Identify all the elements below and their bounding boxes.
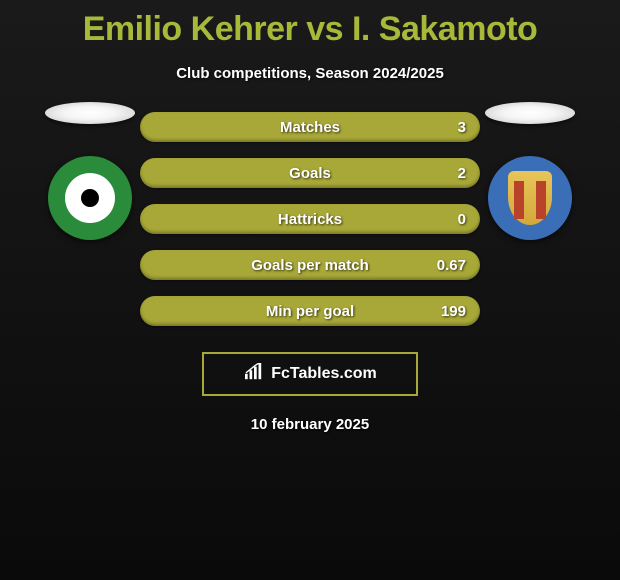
- stat-bar-min-per-goal: Min per goal 199: [140, 296, 480, 326]
- stat-value: 0: [458, 211, 466, 228]
- player-right-column: [480, 102, 580, 240]
- club-right-logo: [488, 156, 572, 240]
- player-left-placeholder: [45, 102, 135, 124]
- stat-label: Hattricks: [278, 211, 342, 228]
- stat-value: 2: [458, 165, 466, 182]
- stat-label: Goals per match: [251, 257, 369, 274]
- player-left-column: [40, 102, 140, 240]
- stat-value: 199: [441, 303, 466, 320]
- page-title: Emilio Kehrer vs I. Sakamoto: [0, 0, 620, 49]
- comparison-panel: Matches 3 Goals 2 Hattricks 0 Goals per …: [0, 112, 620, 326]
- stat-label: Min per goal: [266, 303, 354, 320]
- stat-bar-hattricks: Hattricks 0: [140, 204, 480, 234]
- stat-bars: Matches 3 Goals 2 Hattricks 0 Goals per …: [140, 112, 480, 326]
- stat-label: Matches: [280, 119, 340, 136]
- club-right-stripe: [536, 181, 546, 219]
- date-label: 10 february 2025: [0, 416, 620, 433]
- stat-value: 3: [458, 119, 466, 136]
- club-right-shield: [508, 171, 552, 225]
- stat-label: Goals: [289, 165, 331, 182]
- bar-chart-icon: [243, 363, 265, 386]
- stat-value: 0.67: [437, 257, 466, 274]
- player-right-placeholder: [485, 102, 575, 124]
- club-left-logo: [48, 156, 132, 240]
- brand-box[interactable]: FcTables.com: [202, 352, 418, 396]
- brand-text: FcTables.com: [271, 365, 377, 383]
- stat-bar-goals: Goals 2: [140, 158, 480, 188]
- club-left-inner: [65, 173, 115, 223]
- club-right-stripe: [514, 181, 524, 219]
- subtitle: Club competitions, Season 2024/2025: [0, 65, 620, 82]
- stat-bar-matches: Matches 3: [140, 112, 480, 142]
- stat-bar-goals-per-match: Goals per match 0.67: [140, 250, 480, 280]
- brand: FcTables.com: [243, 363, 377, 386]
- club-left-dot: [81, 189, 99, 207]
